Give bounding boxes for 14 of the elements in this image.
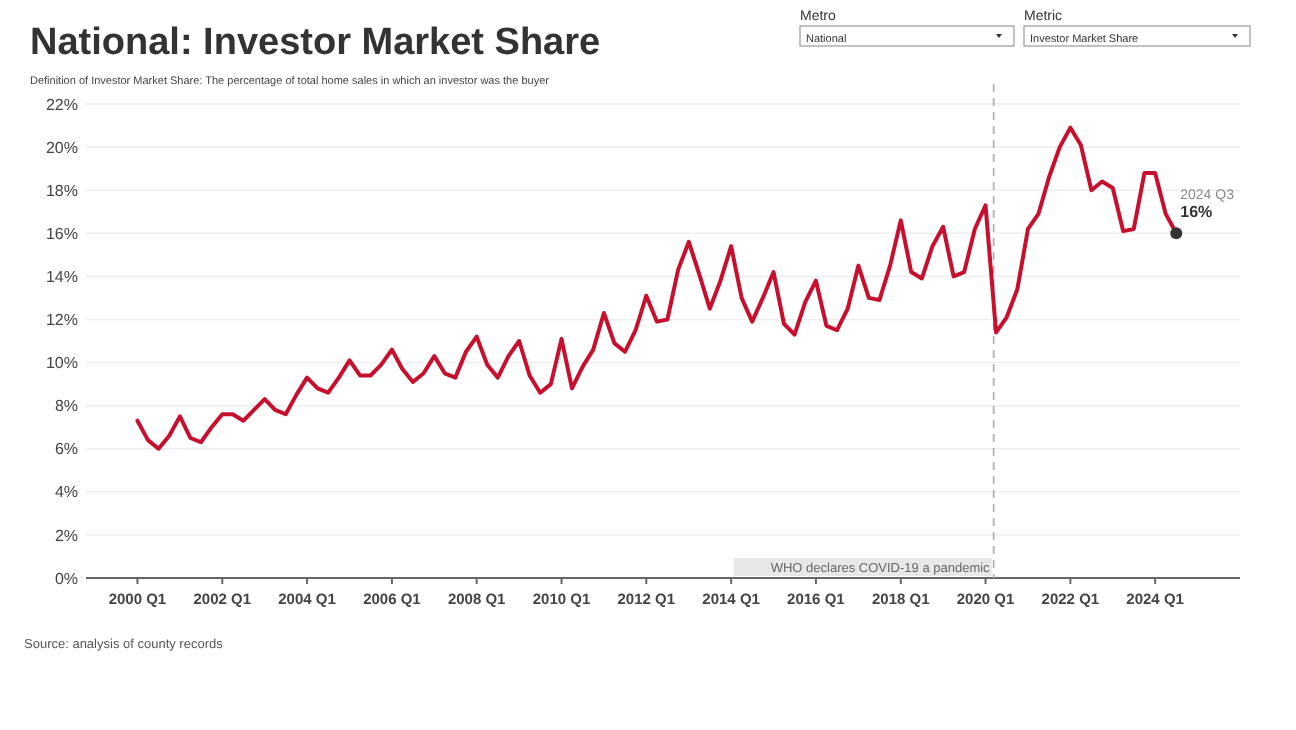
y-tick-label: 8% (54, 397, 78, 416)
y-tick-label: 0% (54, 569, 78, 588)
y-tick-label: 14% (45, 267, 78, 286)
y-tick-label: 2% (54, 526, 78, 545)
chart-title: National: Investor Market Share (30, 22, 601, 64)
y-tick-label: 18% (45, 181, 78, 200)
y-tick-label: 12% (45, 311, 78, 330)
y-tick-label: 6% (54, 440, 78, 459)
y-tick-label: 22% (45, 95, 78, 114)
y-tick-label: 4% (54, 483, 78, 502)
y-tick-label: 10% (45, 354, 78, 373)
data-label: 16% (1180, 203, 1213, 222)
y-tick-label: 20% (45, 138, 78, 157)
y-tick-label: 16% (45, 224, 78, 243)
